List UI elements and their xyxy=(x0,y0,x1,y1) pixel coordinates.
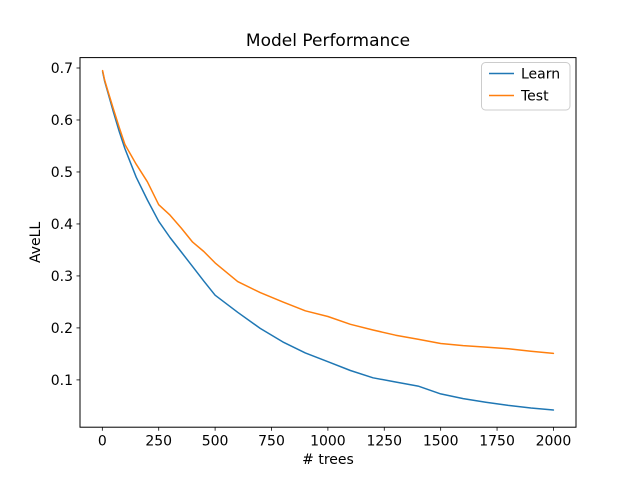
y-axis-ticks: 0.1 0.2 0.3 0.4 0.5 0.6 0.7 xyxy=(51,61,80,389)
x-tick-label: 1250 xyxy=(366,434,402,450)
legend: Learn Test xyxy=(481,62,571,111)
x-tick-label: 1500 xyxy=(423,434,459,450)
x-tick-label: 1000 xyxy=(310,434,346,450)
y-tick-label: 0.5 xyxy=(51,165,73,181)
x-tick-label: 250 xyxy=(145,434,172,450)
x-tick-label: 2000 xyxy=(536,434,572,450)
chart-title: Model Performance xyxy=(246,31,410,51)
learn-line xyxy=(101,70,555,411)
x-tick-label: 500 xyxy=(202,434,229,450)
y-tick-label: 0.2 xyxy=(51,321,73,337)
test-line xyxy=(101,69,555,355)
series-lines xyxy=(101,69,555,411)
y-tick-label: 0.6 xyxy=(51,113,73,129)
y-tick-label: 0.3 xyxy=(51,269,73,285)
x-tick-label: 1750 xyxy=(479,434,515,450)
legend-label-learn: Learn xyxy=(521,67,560,83)
y-tick-label: 0.7 xyxy=(51,61,73,77)
y-tick-label: 0.4 xyxy=(51,217,73,233)
x-tick-label: 0 xyxy=(98,434,107,450)
legend-label-test: Test xyxy=(520,89,549,105)
x-axis-label: # trees xyxy=(302,452,354,468)
y-tick-label: 0.1 xyxy=(51,373,73,389)
x-axis-ticks: 0 250 500 750 1000 1250 1500 1750 2000 xyxy=(98,427,571,450)
x-tick-label: 750 xyxy=(258,434,285,450)
legend-frame xyxy=(481,62,571,111)
y-axis-label: AveLL xyxy=(28,222,44,263)
